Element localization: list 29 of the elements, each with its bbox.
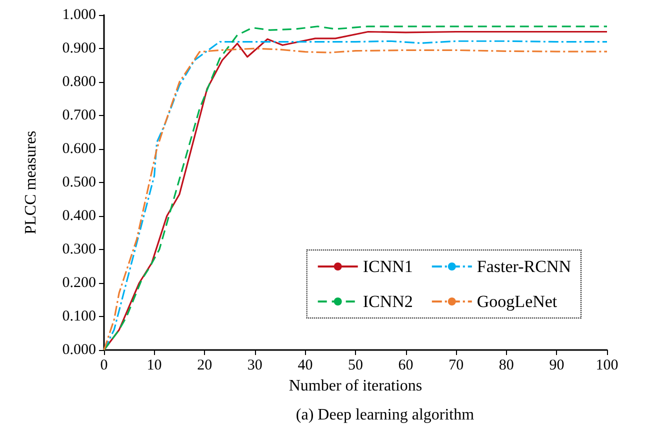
x-tick-label: 50 [348, 358, 363, 374]
y-tick-label: 0.500 [62, 174, 96, 190]
x-tick-label: 20 [197, 358, 212, 374]
x-tick-label: 80 [498, 358, 514, 374]
legend-label: ICNN2 [362, 292, 413, 311]
y-tick-label: 0.800 [62, 74, 96, 90]
x-tick-label: 40 [298, 358, 313, 374]
x-tick-label: 100 [596, 358, 618, 374]
y-tick-label: 0.700 [62, 108, 96, 124]
legend-label: GoogLeNet [476, 292, 558, 311]
x-tick-label: 0 [100, 358, 108, 374]
legend-label: Faster-RCNN [476, 257, 572, 276]
y-tick-label: 0.100 [62, 308, 96, 324]
x-axis-title: Number of iterations [288, 378, 422, 394]
x-tick-label: 90 [549, 358, 564, 374]
y-tick-label: 0.000 [62, 342, 96, 358]
y-tick-label: 0.200 [62, 275, 96, 291]
y-axis-title: PLCC measures [22, 130, 40, 234]
text: (a) Deep learning algorithm [296, 406, 475, 424]
x-tick-label: 70 [448, 358, 464, 374]
y-tick-label: 0.400 [62, 208, 96, 224]
x-tick-label: 30 [247, 358, 262, 374]
y-tick-label: 1.000 [62, 7, 96, 23]
y-tick-label: 0.300 [62, 242, 96, 258]
x-tick-label: 10 [146, 358, 162, 374]
y-tick-label: 0.900 [62, 40, 96, 56]
x-tick-label: 60 [398, 358, 414, 374]
y-tick-label: 0.600 [62, 141, 96, 157]
legend-label: ICNN1 [362, 257, 413, 276]
